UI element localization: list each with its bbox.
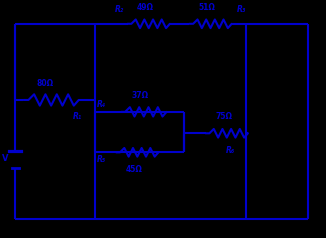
Text: 75Ω: 75Ω bbox=[215, 112, 232, 121]
Text: R₅: R₅ bbox=[96, 155, 106, 164]
Text: 49Ω: 49Ω bbox=[137, 3, 154, 12]
Text: R₃: R₃ bbox=[237, 5, 246, 14]
Text: R₂: R₂ bbox=[115, 5, 124, 14]
Text: 80Ω: 80Ω bbox=[36, 79, 53, 88]
Text: 51Ω: 51Ω bbox=[199, 3, 216, 12]
Text: R₆: R₆ bbox=[225, 146, 235, 155]
Text: 45Ω: 45Ω bbox=[126, 165, 142, 174]
Text: 37Ω: 37Ω bbox=[132, 91, 149, 100]
Text: V: V bbox=[2, 154, 8, 163]
Text: R₄: R₄ bbox=[96, 100, 106, 109]
Text: R₁: R₁ bbox=[72, 112, 82, 121]
